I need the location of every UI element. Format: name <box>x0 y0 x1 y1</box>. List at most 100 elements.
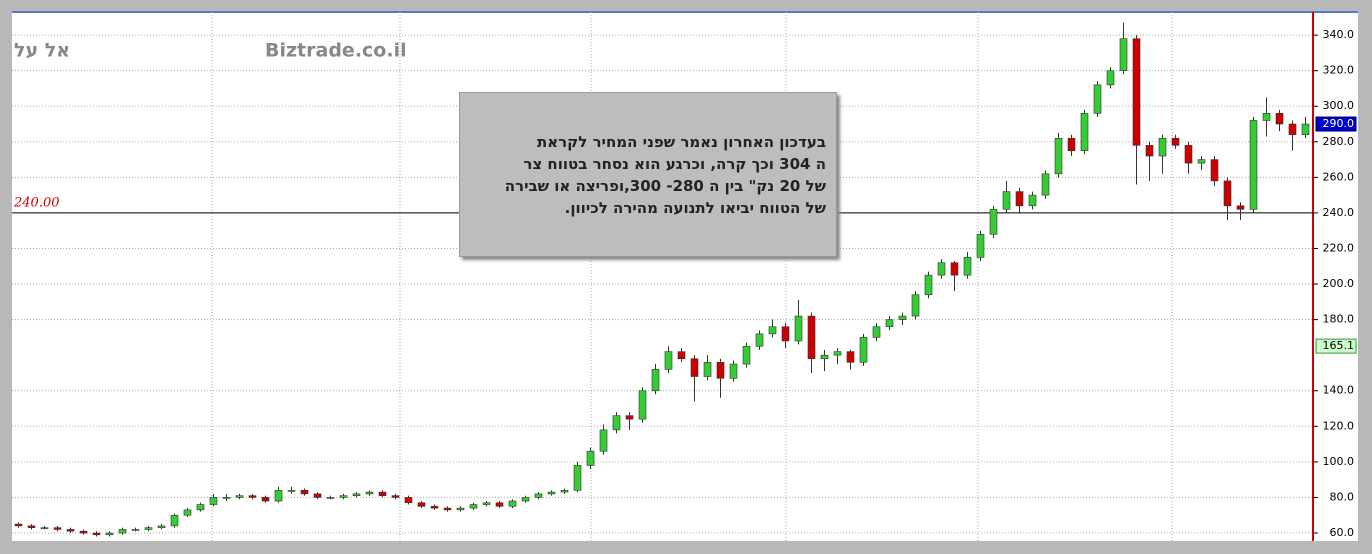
candle-body <box>1158 137 1167 157</box>
candle-body <box>1054 137 1063 175</box>
candle-body <box>768 326 777 335</box>
candle-body <box>586 450 595 466</box>
candle-body <box>794 315 803 342</box>
candle-body <box>1262 113 1271 121</box>
candle-body <box>846 351 855 363</box>
candle-body <box>807 315 816 360</box>
candle-body <box>534 493 543 498</box>
candle-body <box>261 497 270 502</box>
candle-body <box>664 351 673 370</box>
candle-body <box>313 493 322 498</box>
candle-body <box>781 326 790 342</box>
candle-body <box>144 527 153 530</box>
candle-body <box>1288 123 1297 135</box>
candle-body <box>404 497 413 504</box>
candle-body <box>638 390 647 420</box>
candle-body <box>170 514 179 527</box>
candle-body <box>196 504 205 511</box>
annotation-line: של 20 נק" בין ה 280- 300,ופריצה או שבירה <box>504 177 826 195</box>
y-tick-label: 280.0 <box>1323 135 1355 148</box>
candle-body <box>27 525 36 528</box>
chart-title: אל על <box>14 40 70 62</box>
candle-body <box>378 491 387 496</box>
y-tick-label: 180.0 <box>1323 313 1355 326</box>
candle-body <box>1002 191 1011 210</box>
candle-body <box>92 532 101 536</box>
candle-body <box>898 315 907 320</box>
candle-body <box>274 490 283 502</box>
y-tick-label: 220.0 <box>1323 241 1355 254</box>
candle-body <box>1093 84 1102 114</box>
candle-body <box>1028 194 1037 207</box>
candle-body <box>651 369 660 392</box>
y-tick-label: 80.0 <box>1330 490 1355 503</box>
candle-body <box>482 502 491 505</box>
annotation-box: בעדכון האחרון נאמר שפני המחיר לקראת ה 304… <box>459 92 837 257</box>
candle-body <box>1210 159 1219 182</box>
candle-body <box>1041 173 1050 196</box>
candle-body <box>820 354 829 360</box>
price-tag <box>1315 338 1357 354</box>
y-tick-label: 340.0 <box>1323 28 1355 41</box>
h-line-label: 240.00 <box>13 195 60 210</box>
candle-body <box>40 527 49 529</box>
candle-body <box>1119 38 1128 71</box>
v-grid <box>211 12 1173 541</box>
candle-body <box>79 530 88 534</box>
annotation-line: בעדכון האחרון נאמר שפני המחיר לקראת <box>536 133 826 151</box>
candle-body <box>690 358 699 377</box>
candle-body <box>885 319 894 328</box>
candle-body <box>716 361 725 379</box>
candle-body <box>469 504 478 509</box>
candle-body <box>924 274 933 296</box>
candle-body <box>209 497 218 505</box>
y-tick-label: 140.0 <box>1323 384 1355 397</box>
candle-body <box>1015 191 1024 207</box>
price-tag <box>1315 116 1357 132</box>
candle-body <box>1145 145 1154 157</box>
y-tick-label: 200.0 <box>1323 277 1355 290</box>
candle-body <box>911 294 920 317</box>
annotation-line: ה 304 וכך קרה, וכרגע הוא נסחר בטווח צר <box>523 155 826 173</box>
y-tick-label: 120.0 <box>1323 419 1355 432</box>
candle-body <box>235 495 244 498</box>
candle-body <box>287 490 296 492</box>
candle-body <box>183 509 192 516</box>
candle-body <box>508 500 517 507</box>
candle-body <box>417 502 426 507</box>
candle-body <box>612 415 621 431</box>
y-tick-label: 260.0 <box>1323 170 1355 183</box>
candle-body <box>1275 113 1284 125</box>
candle-body <box>118 529 127 534</box>
candle-body <box>976 233 985 258</box>
candle-body <box>365 491 374 495</box>
candle-body <box>1067 137 1076 151</box>
candle-body <box>547 491 556 495</box>
candle-body <box>833 351 842 356</box>
candle-body <box>248 495 257 498</box>
candle-body <box>326 497 335 499</box>
candle-body <box>989 209 998 235</box>
candle-body <box>599 429 608 452</box>
candle-body <box>755 333 764 347</box>
candle-body <box>703 361 712 377</box>
candle-body <box>872 326 881 338</box>
candle-body <box>53 527 62 530</box>
annotation-line: של הטווח יביאו לתנועה מהירה לכיוון. <box>564 199 826 217</box>
candle-body <box>495 502 504 507</box>
candle-body <box>300 490 309 495</box>
candle-body <box>1080 113 1089 151</box>
candle-body <box>443 507 452 511</box>
candle-body <box>573 465 582 491</box>
candle-body <box>950 262 959 276</box>
candle-body <box>157 525 166 528</box>
candle-body <box>560 490 569 493</box>
candle-body <box>677 351 686 360</box>
candle-body <box>430 506 439 509</box>
candle-body <box>1301 123 1310 135</box>
candle-body <box>1223 180 1232 207</box>
candle-body <box>66 529 75 532</box>
y-tick-label: 300.0 <box>1323 99 1355 112</box>
candle-body <box>1132 38 1141 146</box>
